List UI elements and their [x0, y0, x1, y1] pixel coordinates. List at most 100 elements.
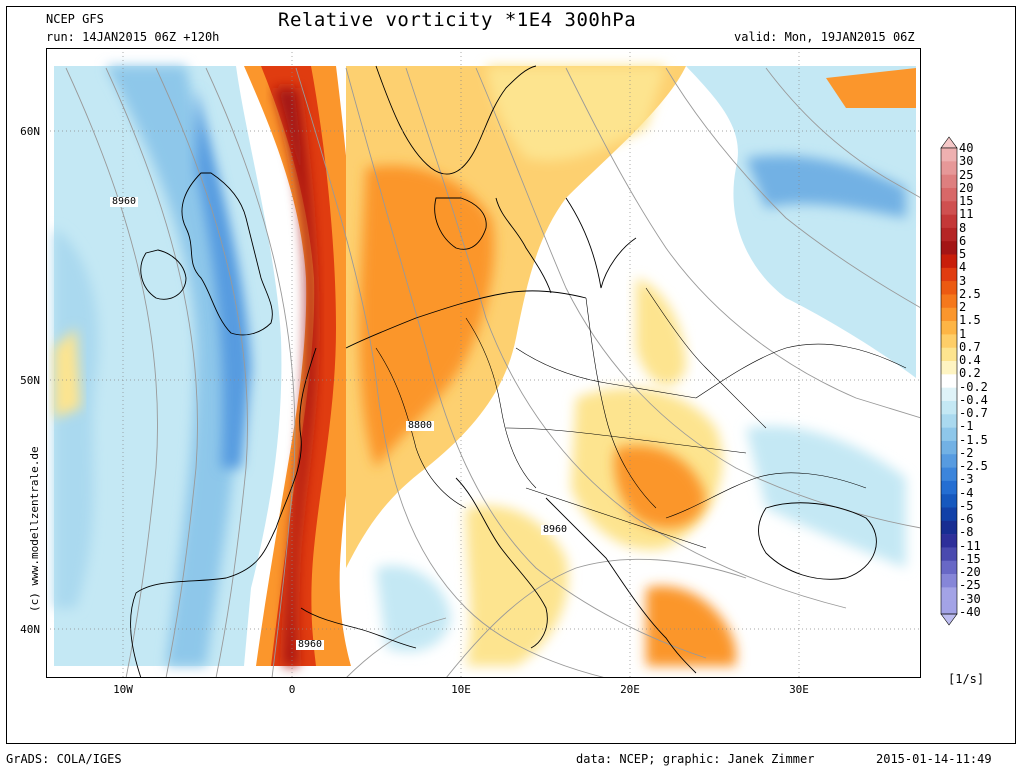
country-borders	[375, 287, 907, 549]
lat-label-50n: 50N	[20, 374, 40, 387]
colorbar-label: -20	[959, 565, 981, 579]
map-border	[46, 48, 921, 678]
colorbar-swatch	[940, 136, 958, 149]
colorbar-label: 40	[959, 141, 974, 155]
colorbar-label: -2.5	[959, 459, 988, 473]
lon-label-10e: 10E	[451, 683, 471, 696]
lon-label-30e: 30E	[789, 683, 809, 696]
colorbar-label: -3	[959, 472, 974, 487]
colorbar-label: -11	[959, 538, 981, 553]
footer-credits: data: NCEP; graphic: Janek Zimmer	[576, 752, 815, 766]
footer-software: GrADS: COLA/IGES	[6, 752, 122, 766]
colorbar-swatch	[941, 547, 957, 562]
colorbar-label: 2	[959, 300, 967, 314]
colorbar-label: -25	[959, 578, 981, 593]
footer-timestamp: 2015-01-14-11:49	[876, 752, 992, 766]
colorbar-label: -2	[959, 445, 974, 460]
coastlines	[130, 65, 877, 678]
colorbar-label: -0.4	[959, 392, 988, 407]
run-label: run: 14JAN2015 06Z +120h	[46, 30, 220, 44]
colorbar-label: 11	[959, 207, 974, 222]
lon-label-10w: 10W	[113, 683, 133, 696]
colorbar-label: 1	[959, 326, 967, 341]
colorbar-swatch	[941, 227, 957, 242]
colorbar-label: 5	[959, 247, 967, 261]
lat-label-60n: 60N	[20, 125, 40, 138]
colorbar-swatch	[941, 241, 957, 255]
colorbar-swatch	[941, 307, 957, 322]
contour-label: 8800	[406, 420, 435, 431]
field-orange-ridge	[359, 165, 495, 468]
chart-frame	[6, 6, 1016, 744]
graticule	[46, 48, 921, 678]
colorbar-swatch	[941, 334, 957, 349]
contour-label: 8960	[296, 639, 325, 650]
colorbar-swatch	[941, 560, 957, 575]
colorbar-swatch	[941, 414, 957, 428]
map-title: Relative vorticity *1E4 300hPa	[278, 9, 637, 31]
colorbar-swatch	[941, 361, 957, 375]
colorbar-label: 1.5	[959, 313, 981, 328]
colorbar-label: 0.2	[959, 366, 981, 381]
field-orange-east	[614, 445, 706, 529]
colorbar-swatch	[941, 187, 957, 202]
colorbar-label: -1	[959, 419, 974, 434]
colorbar-swatch	[941, 148, 957, 162]
lat-label-40n: 40N	[20, 623, 40, 636]
colorbar-swatch	[941, 174, 957, 189]
contour-label: 8960	[541, 524, 570, 535]
colorbar-swatch	[941, 600, 957, 614]
vorticity-field	[54, 66, 916, 666]
colorbar	[940, 136, 958, 626]
field-blue-east	[686, 66, 916, 378]
colorbar-label: -0.2	[959, 379, 988, 394]
colorbar-swatch	[941, 480, 957, 495]
colorbar-swatch	[941, 387, 957, 402]
colorbar-label: -30	[959, 591, 981, 606]
colorbar-label: 30	[959, 154, 974, 169]
vorticity-map	[46, 48, 921, 678]
colorbar-swatch	[941, 427, 957, 442]
colorbar-label: -0.7	[959, 406, 988, 420]
colorbar-label: -40	[959, 604, 981, 619]
colorbar-label: 8	[959, 220, 967, 235]
colorbar-swatch	[941, 267, 957, 282]
colorbar-swatch	[941, 534, 957, 548]
colorbar-swatch	[941, 347, 957, 362]
lon-label-0: 0	[288, 683, 296, 696]
colorbar-label: 0.4	[959, 353, 981, 367]
colorbar-swatch	[941, 374, 957, 388]
watermark: (c) www.modellzentrale.de	[28, 446, 41, 612]
contour-label: 8960	[110, 196, 139, 207]
colorbar-swatch	[941, 294, 957, 309]
colorbar-swatch	[941, 161, 957, 175]
colorbar-label: 0.7	[959, 339, 981, 354]
colorbar-swatch	[941, 201, 957, 215]
colorbar-swatch	[941, 254, 957, 269]
colorbar-label: -8	[959, 525, 974, 540]
valid-label: valid: Mon, 19JAN2015 06Z	[734, 30, 915, 44]
colorbar-label: 20	[959, 180, 974, 195]
colorbar-swatch	[941, 440, 957, 455]
colorbar-label: -4	[959, 485, 974, 500]
colorbar-swatch	[941, 214, 957, 229]
colorbar-swatch	[941, 520, 957, 535]
colorbar-swatch	[940, 613, 958, 626]
colorbar-label: -15	[959, 551, 981, 566]
colorbar-label: 2.5	[959, 286, 981, 301]
colorbar-swatch	[941, 400, 957, 415]
model-label: NCEP GFS	[46, 12, 104, 26]
colorbar-label: -1.5	[959, 432, 988, 447]
colorbar-label: 15	[959, 194, 974, 208]
field-blue-core	[196, 88, 251, 468]
colorbar-swatch	[941, 454, 957, 468]
colorbar-swatch	[941, 507, 957, 522]
colorbar-swatch	[941, 587, 957, 601]
colorbar-outline	[940, 147, 958, 615]
colorbar-swatch	[941, 281, 957, 295]
colorbar-label: -5	[959, 498, 974, 513]
colorbar-swatch	[941, 494, 957, 508]
colorbar-label: -6	[959, 512, 974, 526]
colorbar-swatch	[941, 467, 957, 482]
lon-label-20e: 20E	[620, 683, 640, 696]
